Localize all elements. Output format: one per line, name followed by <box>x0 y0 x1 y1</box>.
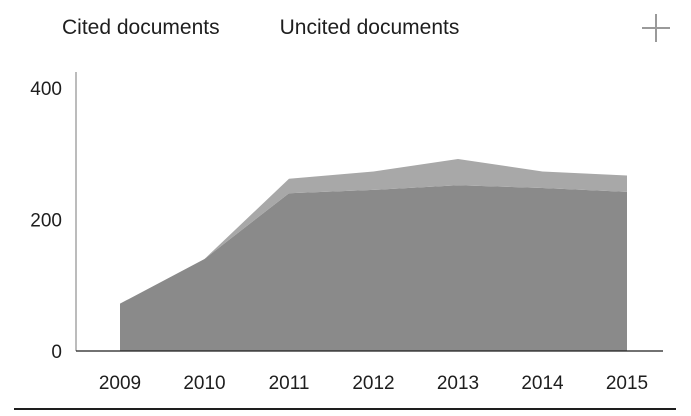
x-tick-label: 2010 <box>183 373 225 394</box>
y-tick-label: 200 <box>30 211 62 232</box>
y-tick-label: 400 <box>30 79 62 100</box>
x-tick-label: 2012 <box>352 373 394 394</box>
x-tick-label: 2015 <box>606 373 648 394</box>
add-button[interactable] <box>636 8 676 48</box>
x-tick-label: 2009 <box>99 373 141 394</box>
x-tick-label: 2013 <box>437 373 479 394</box>
legend-item-uncited[interactable]: Uncited documents <box>279 16 460 39</box>
legend-item-cited[interactable]: Cited documents <box>62 16 220 39</box>
x-axis-ticks: 2009 2010 2011 2012 2013 2014 2015 <box>99 373 648 394</box>
x-tick-label: 2011 <box>269 373 310 394</box>
plus-icon <box>642 14 670 42</box>
area-series-cited <box>120 185 627 351</box>
y-tick-label: 0 <box>51 342 62 363</box>
y-axis-ticks: 0 200 400 <box>30 79 62 363</box>
area-series-uncited <box>120 159 627 304</box>
chart-areas <box>120 159 627 351</box>
x-tick-label: 2014 <box>521 373 564 394</box>
chart-legend: Cited documents Uncited documents <box>62 16 459 40</box>
